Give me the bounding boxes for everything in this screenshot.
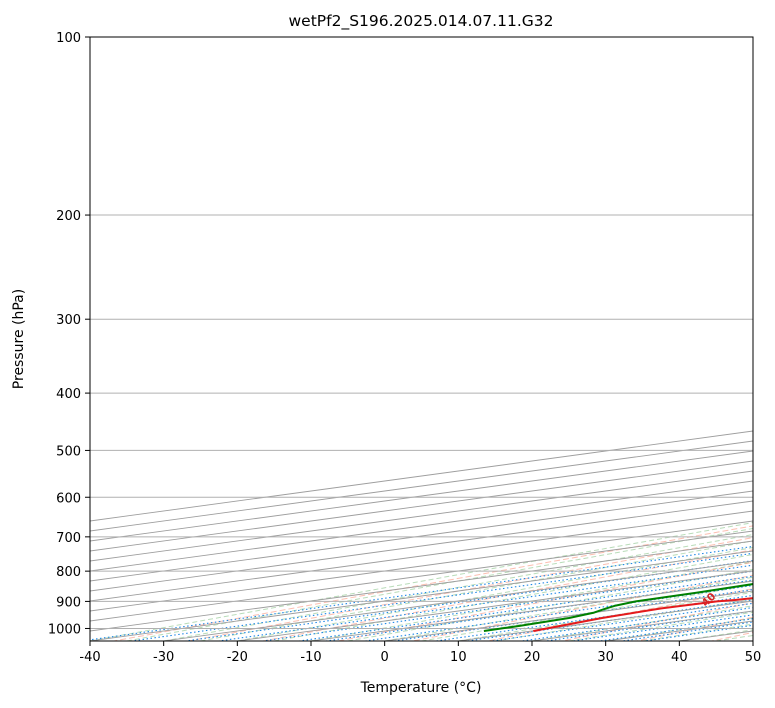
isotherm-line — [90, 510, 753, 602]
isotherm-line — [307, 580, 753, 641]
isotherm-line — [90, 500, 753, 592]
line-labels: -100-90-80-70-60-50-40-30-20-100.10.20.4… — [700, 591, 719, 610]
dry-adiabat — [260, 549, 753, 641]
moist-adiabat — [310, 561, 753, 641]
isotherm-line — [90, 520, 753, 612]
moist-adiabat — [347, 568, 753, 641]
moist-adiabat — [126, 527, 753, 641]
y-tick-label: 500 — [56, 444, 81, 459]
x-tick-label: 30 — [597, 650, 614, 665]
dry-adiabat — [186, 537, 753, 641]
x-tick-label: 20 — [524, 650, 541, 665]
y-tick-label: 900 — [56, 595, 81, 610]
moist-adiabat — [163, 534, 753, 641]
x-tick-label: -20 — [227, 650, 248, 665]
moist-adiabat — [716, 634, 753, 641]
moist-adiabat — [200, 540, 753, 641]
isotherm-line — [739, 10, 775, 653]
y-tick-label: 400 — [56, 387, 81, 402]
x-tick-label: 50 — [745, 650, 762, 665]
isotherm-line — [90, 460, 753, 552]
isotherm-line — [90, 550, 753, 641]
isotherm-line — [90, 430, 753, 522]
y-tick-label: 300 — [56, 313, 81, 328]
y-tick-label: 600 — [56, 491, 81, 506]
isotherm-line — [749, 640, 753, 641]
x-tick-label: -40 — [79, 650, 100, 665]
y-tick-label: 1000 — [48, 622, 81, 637]
x-tick-label: -10 — [300, 650, 321, 665]
isotherm-line — [233, 570, 753, 641]
moist-adiabat — [458, 591, 753, 641]
dry-adiabat — [485, 588, 753, 641]
x-axis-label: Temperature (°C) — [360, 680, 482, 696]
y-tick-label: 800 — [56, 565, 81, 580]
moist-adiabat — [274, 554, 753, 641]
moist-adiabat — [531, 605, 753, 641]
dry-adiabat — [111, 525, 753, 641]
isotherm-line — [90, 540, 753, 632]
chart-title: wetPf2_S196.2025.014.07.11.G32 — [289, 12, 554, 31]
isotherm-line — [602, 620, 753, 641]
x-tick-label: 40 — [671, 650, 688, 665]
isotherm-line — [90, 490, 753, 582]
isotherm-line — [90, 530, 753, 622]
mixing-ratio-line — [258, 570, 753, 641]
dry-adiabat — [335, 561, 753, 641]
isotherm-line — [90, 440, 753, 532]
y-tick-label: 200 — [56, 209, 81, 224]
mixing-ratio-line — [322, 579, 753, 641]
x-tick-label: -30 — [153, 650, 174, 665]
isotherm-line — [160, 560, 753, 641]
axis-ticks: -40 -30 -20 -10 0 10 20 30 40 50 100 200 300 400 500 60… — [48, 31, 761, 665]
dry-adiabat — [634, 616, 753, 641]
y-axis-label: Pressure (hPa) — [11, 289, 27, 389]
y-tick-label: 100 — [56, 31, 81, 46]
x-tick-label: 0 — [381, 650, 389, 665]
isotherm-line — [90, 470, 753, 562]
moist-adiabat — [752, 640, 753, 641]
moist-adiabat — [421, 584, 753, 641]
moist-adiabat — [568, 611, 753, 641]
plot-frame — [89, 36, 754, 642]
background-lines — [90, 10, 775, 653]
isotherm-line — [90, 450, 753, 542]
isotherm-line — [90, 480, 753, 572]
y-tick-label: 700 — [56, 531, 81, 546]
x-tick-label: 10 — [450, 650, 467, 665]
temperature-line — [533, 597, 753, 632]
